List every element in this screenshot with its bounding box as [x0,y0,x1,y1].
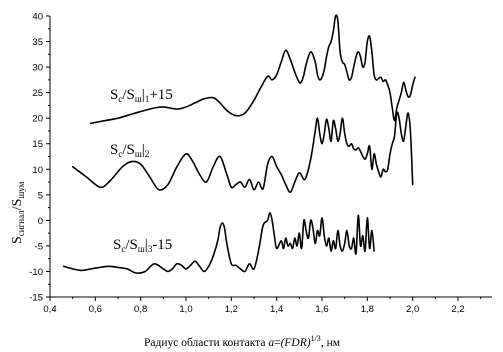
y-tick-label: 5 [38,190,43,201]
series-label-3-bar: | [145,237,148,253]
x-tick-label: 0,8 [134,304,147,315]
series-label-3-sub-c: c [121,244,125,254]
x-axis-ticks: 0,4 0,6 0,8 1,0 1,2 1,4 1,6 1,8 2,0 2,2 [43,297,482,315]
x-label-var: a [268,337,274,349]
series-line-2 [71,111,414,194]
series-label-1-sub-c: c [118,94,122,104]
x-tick-label: 1,8 [361,304,374,315]
series-label-1-idx: 1 [145,94,150,104]
series-label-3-s2: S [130,237,138,253]
series-label-1-s: S [110,87,118,103]
x-tick-label: 1,2 [225,304,238,315]
series-line-3 [62,211,375,274]
series-label-2-slash: / [122,142,127,158]
series-label-3-tail: -15 [152,237,172,253]
series-label-1: Sc/Sш|1+15 [110,87,173,104]
series-label-2-s2: S [127,142,135,158]
x-label-exp: 1/3 [311,334,321,343]
y-tick-label: -15 [29,293,43,304]
x-tick-label: 1,4 [270,304,283,315]
y-tick-label: 20 [32,114,43,125]
series-label-3-slash: / [125,237,130,253]
series-label-3: Sc/Sш|3-15 [113,237,172,254]
y-tick-label: 30 [32,63,43,74]
y-axis-label: Sсигнал/Sшум [10,181,26,244]
series-label-2-bar: | [142,142,145,158]
series-lines [62,14,416,274]
y-axis-ticks: -15 -10 -5 0 5 10 15 20 25 30 35 40 [29,12,50,304]
y-label-sub1: сигнал [16,210,26,236]
series-label-2-sub-c: c [118,149,122,159]
x-label-suffix: , нм [321,337,341,349]
y-tick-label: 0 [38,216,43,227]
series-label-2-idx: 2 [145,149,150,159]
x-tick-label: 2,2 [451,304,464,315]
x-axis-label: Радиус области контакта a=(FDR)1/3, нм [144,334,341,349]
x-tick-label: 1,0 [179,304,192,315]
series-label-3-s: S [113,237,121,253]
series-label-1-tail: +15 [149,87,172,103]
x-label-eq: = [274,337,281,349]
y-tick-label: 25 [32,88,43,99]
series-label-2-sub-sh: ш [135,149,142,159]
series-label-1-slash: / [122,87,127,103]
x-label-prefix: Радиус области контакта [144,337,268,349]
series-label-2: Sc/Sш|2 [110,142,149,159]
y-label-slash: / [10,206,25,210]
series-label-1-s2: S [127,87,135,103]
y-tick-label: 15 [32,139,43,150]
series-line-1 [90,14,416,125]
y-label-sub2: шум [16,181,26,198]
y-tick-label: -10 [29,267,43,278]
y-tick-label: 10 [32,165,43,176]
x-tick-label: 0,6 [89,304,102,315]
y-tick-label: 40 [32,12,43,23]
series-label-1-sub-sh: ш [135,94,142,104]
x-label-body: (FDR) [281,337,311,349]
x-tick-label: 1,6 [315,304,328,315]
x-tick-label: 2,0 [406,304,419,315]
y-tick-label: -5 [35,241,43,252]
series-label-1-bar: | [142,87,145,103]
series-label-2-s: S [110,142,118,158]
y-label-s2: S [10,199,25,207]
y-label-s1: S [10,236,25,244]
x-tick-label: 0,4 [43,304,56,315]
series-label-3-sub-sh: ш [138,244,145,254]
series-label-3-idx: 3 [148,244,153,254]
y-tick-label: 35 [32,37,43,48]
